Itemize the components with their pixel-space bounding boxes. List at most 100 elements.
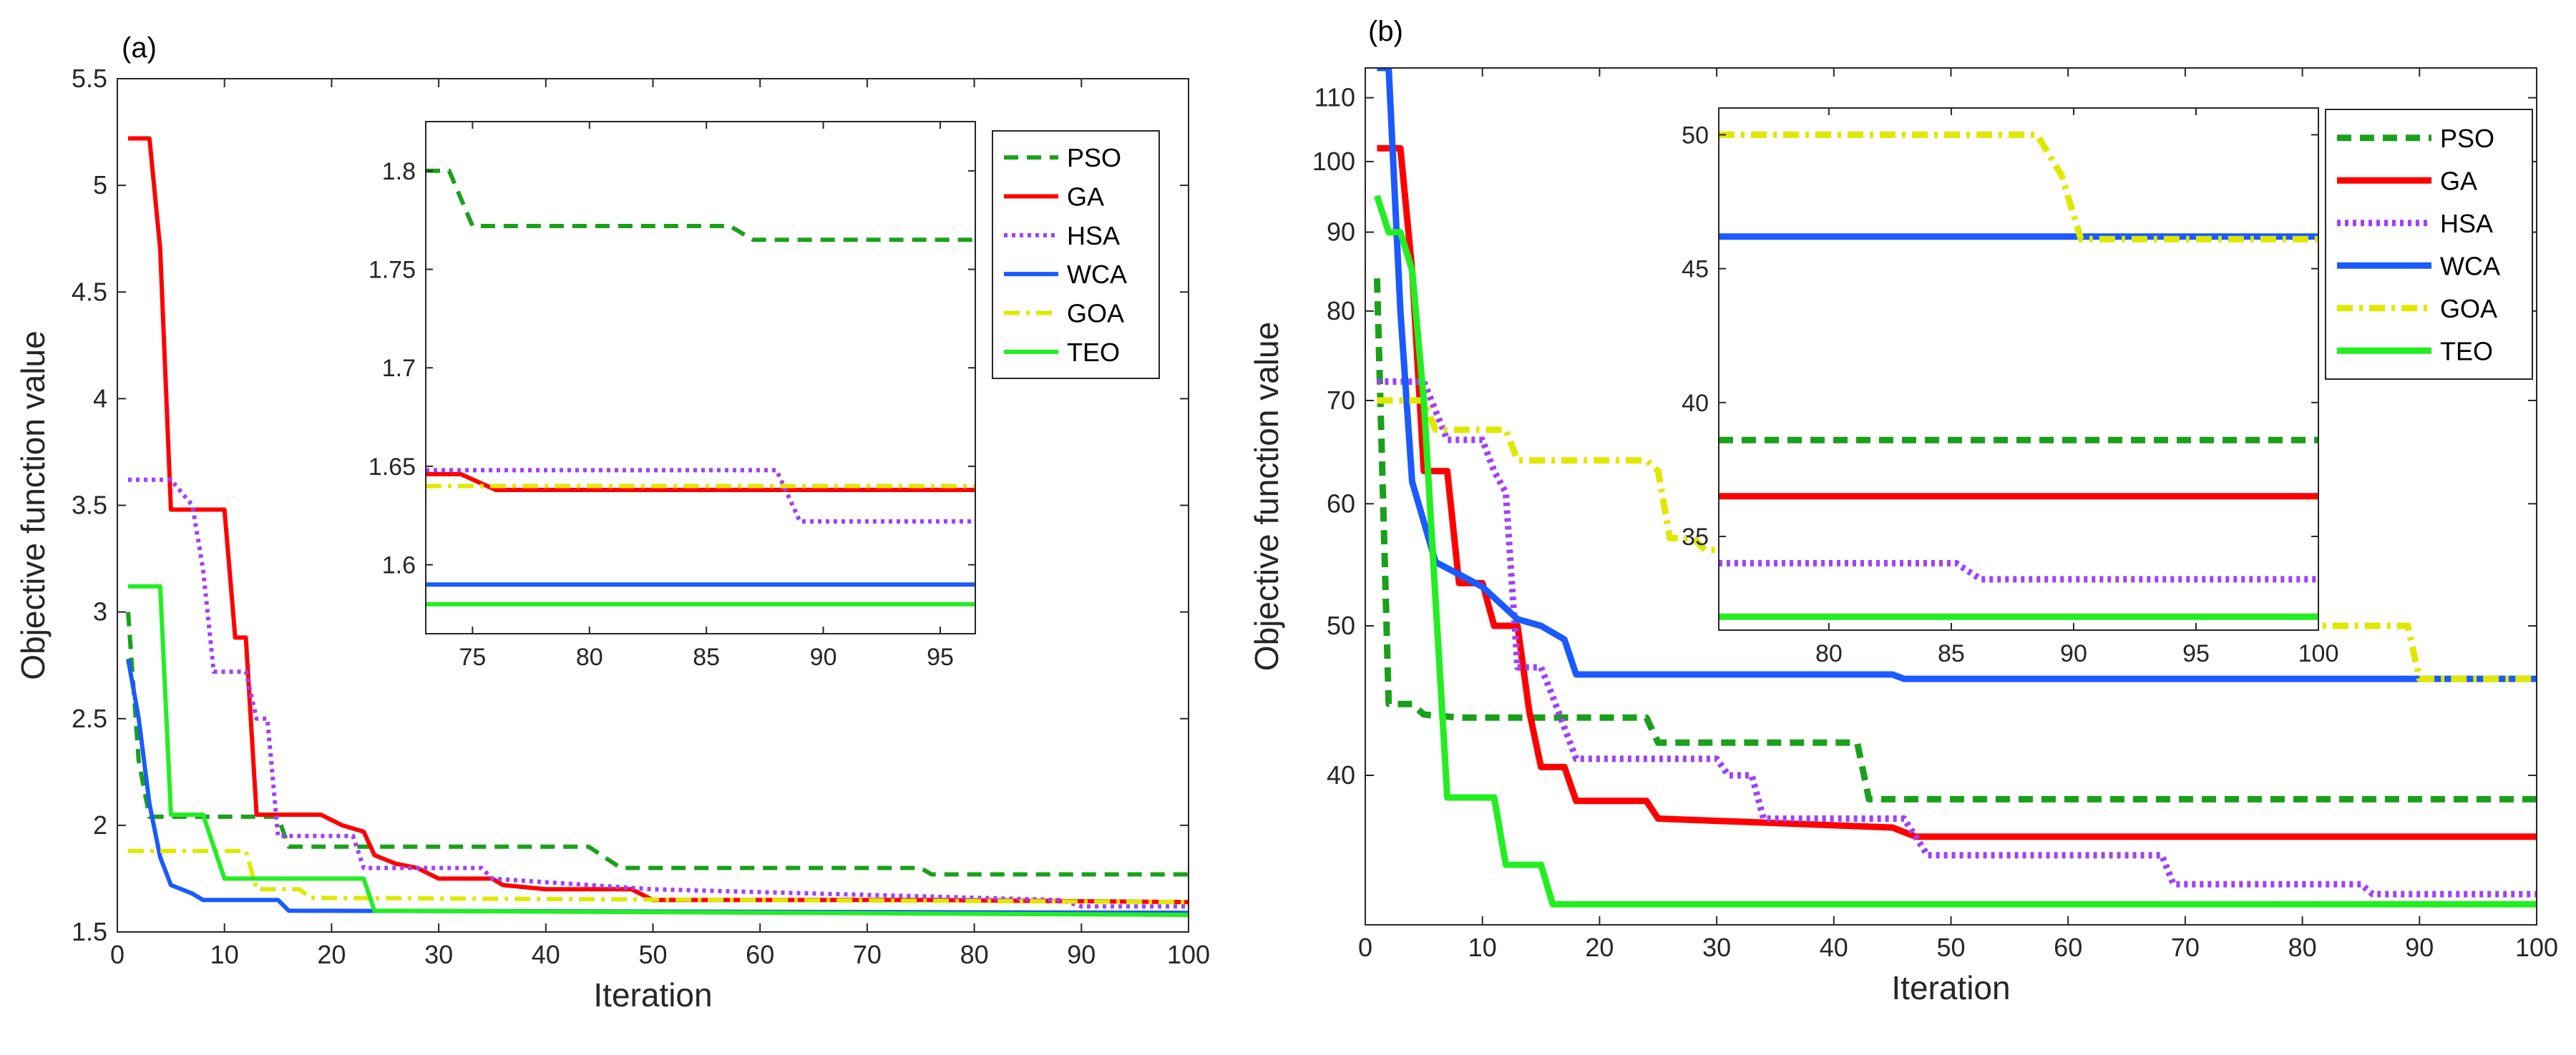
x-tick-label: 100 <box>1167 940 1210 969</box>
inset-chart: 75 80 85 90 95 1.6 1.65 1.7 1.75 1.8 <box>369 121 976 671</box>
legend-box <box>992 130 1160 379</box>
y-tick-label: 40 <box>1327 760 1355 790</box>
inset-series-group <box>1719 131 2318 620</box>
x-tick-label: 90 <box>1067 940 1096 969</box>
inset-series-line-hsa <box>1719 559 2318 583</box>
legend-label-ga: GA <box>1067 182 1104 212</box>
x-tick-label: 50 <box>1936 933 1965 962</box>
x-tick-label: 50 <box>638 940 667 969</box>
inset-y-tick-label: 1.7 <box>382 355 416 382</box>
x-tick-label: 90 <box>2405 933 2434 962</box>
y-tick-label: 100 <box>1312 147 1355 176</box>
series-line-ga <box>128 136 1189 905</box>
legend-label-wca: WCA <box>1067 260 1127 289</box>
series-line-goa <box>128 848 1189 905</box>
x-tick-label: 10 <box>210 940 239 969</box>
legend-box <box>2325 109 2533 380</box>
inset-x-tick-label: 85 <box>1938 640 1965 667</box>
inset-y-tick-label: 1.8 <box>382 158 416 185</box>
inset-series-line-goa <box>1719 131 2318 242</box>
legend-label-pso: PSO <box>2440 124 2494 153</box>
x-tick-label: 40 <box>1820 933 1848 962</box>
x-tick-label: 100 <box>2515 933 2558 962</box>
inset-background <box>426 122 975 634</box>
legend-label-teo: TEO <box>1067 338 1120 367</box>
legend-label-wca: WCA <box>2440 251 2500 280</box>
x-tick-label: 20 <box>1585 933 1614 962</box>
series-group <box>126 136 1189 918</box>
x-axis-title: Iteration <box>1891 969 2010 1006</box>
inset-frame <box>425 121 976 634</box>
inset-y-tick-label: 45 <box>1682 256 1709 283</box>
y-tick-label: 70 <box>1327 386 1355 415</box>
x-tick-label: 0 <box>1358 933 1372 962</box>
inset-x-tick-label: 85 <box>693 644 720 671</box>
inset-y-tick-label: 35 <box>1682 524 1709 551</box>
series-line-pso <box>1373 278 2537 803</box>
inset-x-tick-label: 95 <box>2182 640 2210 667</box>
inset-y-tick-label: 1.75 <box>369 257 416 284</box>
inset-y-tick-label: 1.6 <box>382 552 416 579</box>
y-tick-label: 3 <box>93 597 107 627</box>
inset-background <box>1719 108 2318 630</box>
inset-y-tick-label: 50 <box>1682 122 1709 149</box>
inset-x-tick-label: 100 <box>2298 640 2339 667</box>
panel-label: (a) <box>122 32 157 64</box>
x-tick-label: 20 <box>317 940 346 969</box>
legend: PSO GA HSA WCA GOA TEO <box>2325 109 2533 380</box>
y-tick-label: 110 <box>1314 83 1355 112</box>
x-tick-label: 60 <box>746 940 774 969</box>
inset-series-line-ga <box>426 471 975 492</box>
legend-label-pso: PSO <box>1067 143 1121 172</box>
series-line-teo <box>1374 195 2537 908</box>
x-tick-label: 30 <box>1702 933 1731 962</box>
x-tick-label: 60 <box>2054 933 2082 962</box>
y-tick-label: 50 <box>1327 611 1355 640</box>
inset-y-tick-label: 1.65 <box>369 453 416 481</box>
series-line-hsa <box>1377 378 2537 898</box>
y-axis-title: Objective function value <box>1248 322 1285 671</box>
series-line-hsa <box>128 477 1189 909</box>
inset-x-tick-label: 80 <box>1815 640 1843 667</box>
series-line-pso <box>126 612 1189 877</box>
y-axis-title: Objective function value <box>14 330 52 679</box>
inset-y-tick-label: 40 <box>1682 390 1709 417</box>
inset-x-tick-label: 95 <box>927 644 954 671</box>
panel-label: (b) <box>1368 16 1403 47</box>
series-line-ga <box>1377 144 2537 840</box>
y-tick-label: 5.5 <box>72 64 107 93</box>
inset-x-tick-label: 75 <box>459 644 486 671</box>
inset-x-tick-label: 90 <box>810 644 837 671</box>
y-tick-label: 60 <box>1327 489 1355 518</box>
legend-label-ga: GA <box>2440 166 2477 195</box>
series-line-wca <box>126 658 1189 916</box>
y-tick-label: 4 <box>93 383 107 413</box>
x-tick-label: 30 <box>424 940 453 969</box>
legend-label-teo: TEO <box>2440 336 2493 365</box>
x-tick-label: 40 <box>532 940 560 969</box>
inset-x-tick-label: 80 <box>576 644 603 671</box>
x-tick-label: 0 <box>110 940 125 969</box>
chart-panel-0: (a) 0 10 20 30 40 50 60 70 80 90 100 1.5 2 2.5 3 3.5 4 4.5… <box>14 32 1210 1014</box>
x-tick-label: 80 <box>2288 933 2317 962</box>
legend-label-hsa: HSA <box>2440 209 2493 238</box>
x-tick-label: 70 <box>2171 933 2200 962</box>
x-tick-label: 10 <box>1468 933 1497 962</box>
y-tick-label: 2.5 <box>72 704 107 733</box>
y-tick-label: 80 <box>1327 296 1355 325</box>
series-line-teo <box>128 584 1189 918</box>
legend: PSO GA HSA WCA GOA TEO <box>992 130 1160 379</box>
legend-label-hsa: HSA <box>1067 221 1120 250</box>
series-line-wca <box>1377 68 2537 682</box>
inset-series-group <box>426 168 975 607</box>
legend-label-goa: GOA <box>2440 294 2497 323</box>
y-tick-label: 2 <box>93 810 107 840</box>
series-group <box>1373 68 2537 908</box>
inset-chart: 80 85 90 95 100 35 40 45 50 <box>1682 107 2339 667</box>
chart-panel-1: (b) 0 10 20 30 40 50 60 70 80 90 100 40 50 60 70 80 90 100… <box>1248 16 2558 1006</box>
x-tick-label: 70 <box>853 940 882 969</box>
inset-frame <box>1718 107 2319 631</box>
y-tick-label: 5 <box>93 170 107 200</box>
y-tick-label: 1.5 <box>72 917 107 946</box>
y-tick-label: 4.5 <box>72 277 107 306</box>
